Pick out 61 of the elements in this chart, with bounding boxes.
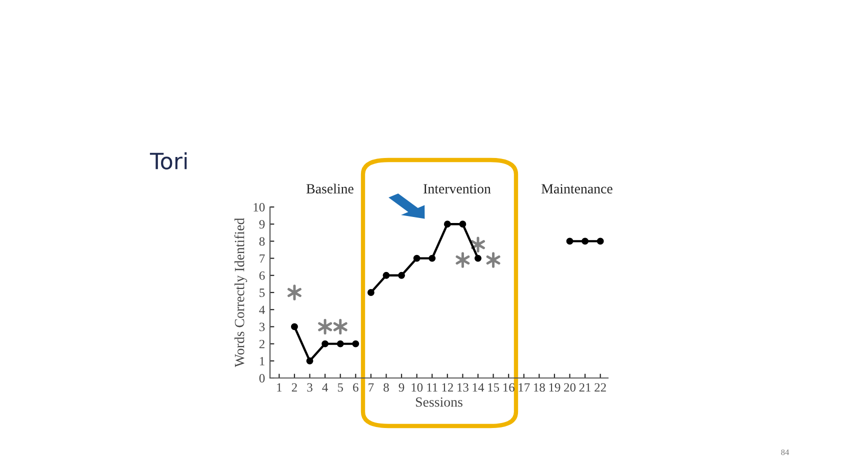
point	[413, 254, 420, 262]
x-tick-label: 14	[472, 383, 484, 392]
y-tick-label: 7	[260, 254, 265, 263]
point	[444, 220, 451, 228]
y-tick-label: 1	[260, 356, 264, 366]
point	[288, 284, 302, 300]
x-tick-label: 1	[277, 383, 282, 392]
y-tick-label: 5	[260, 288, 265, 297]
y-tick-label: 0	[259, 374, 265, 382]
y-axis-title: Words Correctly Identified	[234, 218, 248, 368]
point	[596, 238, 604, 245]
x-tick-label: 4	[322, 383, 328, 392]
point	[471, 236, 485, 252]
text: Maintenance	[542, 184, 612, 194]
x-tick-label: 15	[488, 383, 500, 392]
y-tick-label: 6	[259, 271, 265, 280]
x-tick-label: 6	[353, 383, 358, 392]
x-tick-label: 17	[518, 383, 530, 392]
x-tick-label: 21	[579, 383, 591, 392]
point	[474, 254, 482, 262]
y-tick-label: 9	[259, 220, 265, 229]
x-tick-label: 19	[549, 383, 560, 392]
x-tick-label: 2	[292, 383, 297, 392]
y-tick-label: 10	[254, 203, 265, 212]
x-tick-label: 8	[384, 383, 389, 392]
y-tick-label: 4	[259, 306, 265, 314]
point	[352, 340, 360, 348]
y-tick-label: 2	[259, 340, 264, 348]
text: 84	[781, 449, 790, 456]
x-tick-label: 18	[534, 383, 545, 392]
x-tick-label: 11	[427, 383, 438, 392]
point	[398, 272, 405, 279]
x-tick-label: 13	[458, 383, 468, 392]
x-tick-label: 9	[398, 383, 404, 392]
y-tick-label: 3	[259, 322, 265, 332]
x-tick-label: 22	[594, 383, 606, 392]
chart-title: Tori	[150, 152, 187, 170]
x-tick-label: 7	[368, 383, 374, 392]
x-tick-label: 20	[564, 383, 576, 392]
text: Baseline	[306, 184, 354, 194]
y-tick-label: 8	[259, 237, 265, 246]
x-tick-label: 5	[338, 383, 343, 392]
x-tick-label: 3	[307, 383, 312, 392]
point	[486, 252, 500, 268]
x-axis-title: Sessions	[416, 397, 462, 407]
point	[367, 289, 374, 296]
x-tick-label: 12	[442, 383, 453, 392]
point	[456, 252, 470, 268]
x-tick-label: 10	[412, 383, 423, 392]
point	[322, 340, 329, 348]
point	[382, 272, 390, 279]
point	[582, 238, 589, 245]
point	[566, 238, 574, 245]
point	[318, 318, 332, 335]
point	[459, 220, 466, 228]
point	[333, 318, 348, 335]
point	[428, 254, 436, 262]
point	[291, 323, 298, 330]
text: Intervention	[424, 184, 491, 194]
point	[306, 357, 314, 364]
point	[336, 340, 344, 348]
